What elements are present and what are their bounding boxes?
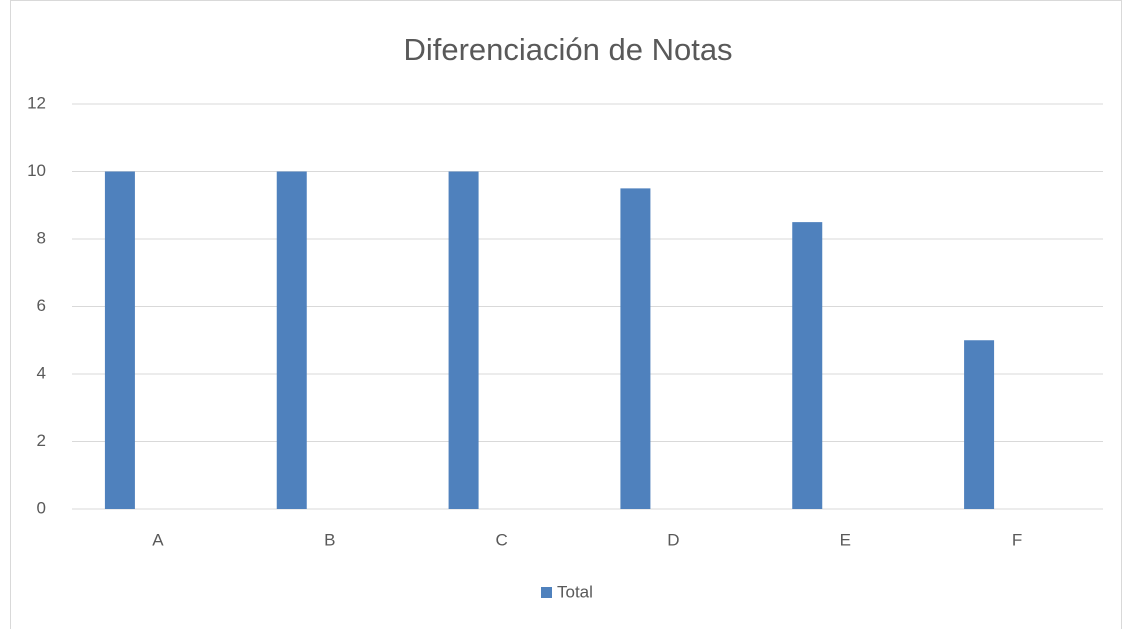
- y-tick-label: 12: [27, 93, 46, 112]
- legend-label: Total: [557, 582, 593, 601]
- chart-title: Diferenciación de Notas: [403, 32, 732, 67]
- x-tick-label: B: [324, 530, 335, 549]
- bar: [276, 171, 307, 509]
- x-tick-label: A: [152, 530, 164, 549]
- y-tick-label: 6: [37, 296, 46, 315]
- x-tick-label: F: [1012, 530, 1022, 549]
- y-tick-label: 8: [37, 228, 46, 247]
- bar: [448, 171, 479, 509]
- y-tick-label: 2: [37, 431, 46, 450]
- bar: [792, 222, 823, 509]
- bar: [620, 188, 651, 509]
- bar: [964, 340, 995, 509]
- y-tick-label: 0: [37, 498, 46, 517]
- x-tick-label: E: [840, 530, 851, 549]
- bar: [104, 171, 135, 509]
- legend-swatch: [541, 587, 552, 598]
- y-tick-label: 4: [37, 363, 46, 382]
- x-tick-label: C: [495, 530, 507, 549]
- x-tick-label: D: [667, 530, 679, 549]
- chart-frame: [10, 0, 1122, 634]
- y-tick-label: 10: [27, 161, 46, 180]
